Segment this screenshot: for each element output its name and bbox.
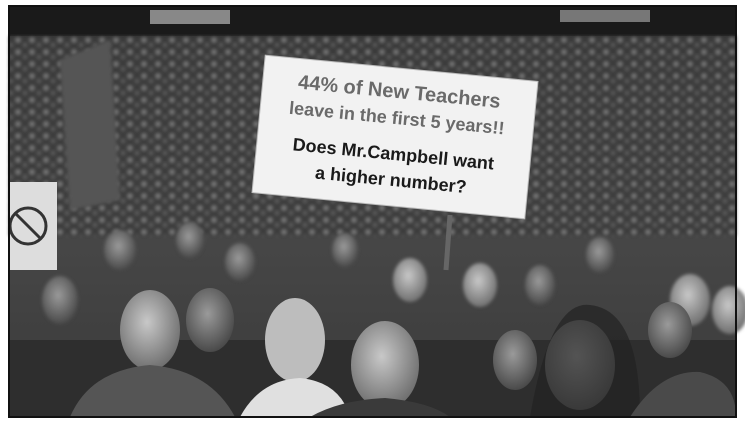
page: 44% of New Teachers leave in the first 5… [0, 0, 745, 422]
arena-light [560, 10, 650, 22]
stairs [60, 40, 120, 210]
left-sign-board [9, 182, 57, 270]
photo: 44% of New Teachers leave in the first 5… [9, 6, 745, 417]
left-sign [9, 182, 57, 270]
protest-sign: 44% of New Teachers leave in the first 5… [252, 55, 538, 219]
photo-frame: 44% of New Teachers leave in the first 5… [0, 0, 745, 422]
arena-light [150, 10, 230, 24]
